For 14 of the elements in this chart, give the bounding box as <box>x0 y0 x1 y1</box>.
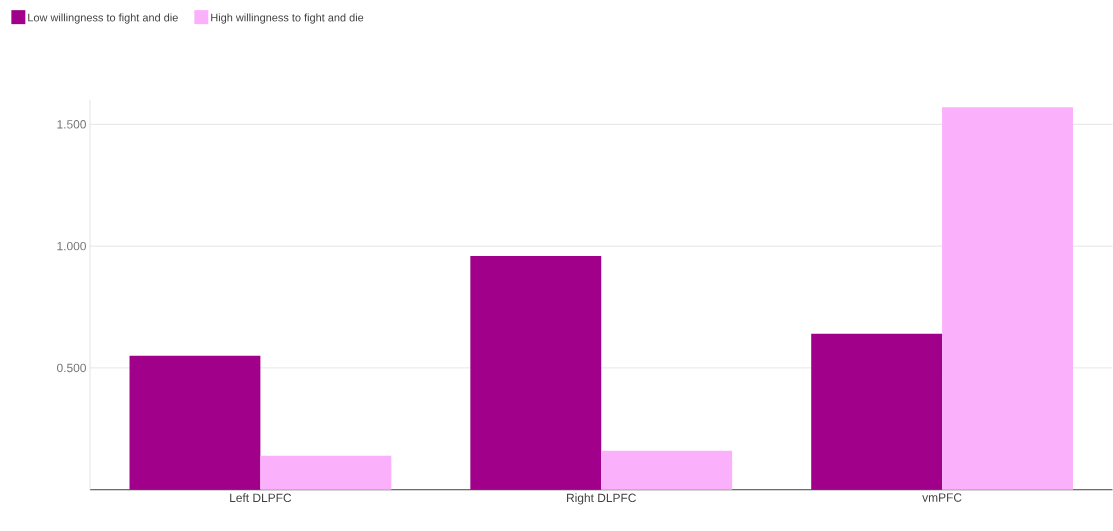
bar <box>470 255 602 490</box>
y-tick-label: 0.500 <box>57 363 86 373</box>
bar <box>942 107 1073 490</box>
bar <box>260 455 392 490</box>
x-tick-label: Right DLPFC <box>567 493 636 505</box>
legend-label: High willingness to fight and die <box>211 13 364 24</box>
bar <box>601 450 733 490</box>
x-tick-label: Left DLPFC <box>230 493 292 503</box>
y-tick-label: 1.000 <box>57 242 86 251</box>
legend-label: Low willingness to fight and die <box>28 13 178 24</box>
bar <box>129 355 261 490</box>
bar <box>811 333 943 490</box>
y-tick-label: 1.500 <box>57 120 86 129</box>
x-tick-label: vmPFC <box>922 493 962 502</box>
